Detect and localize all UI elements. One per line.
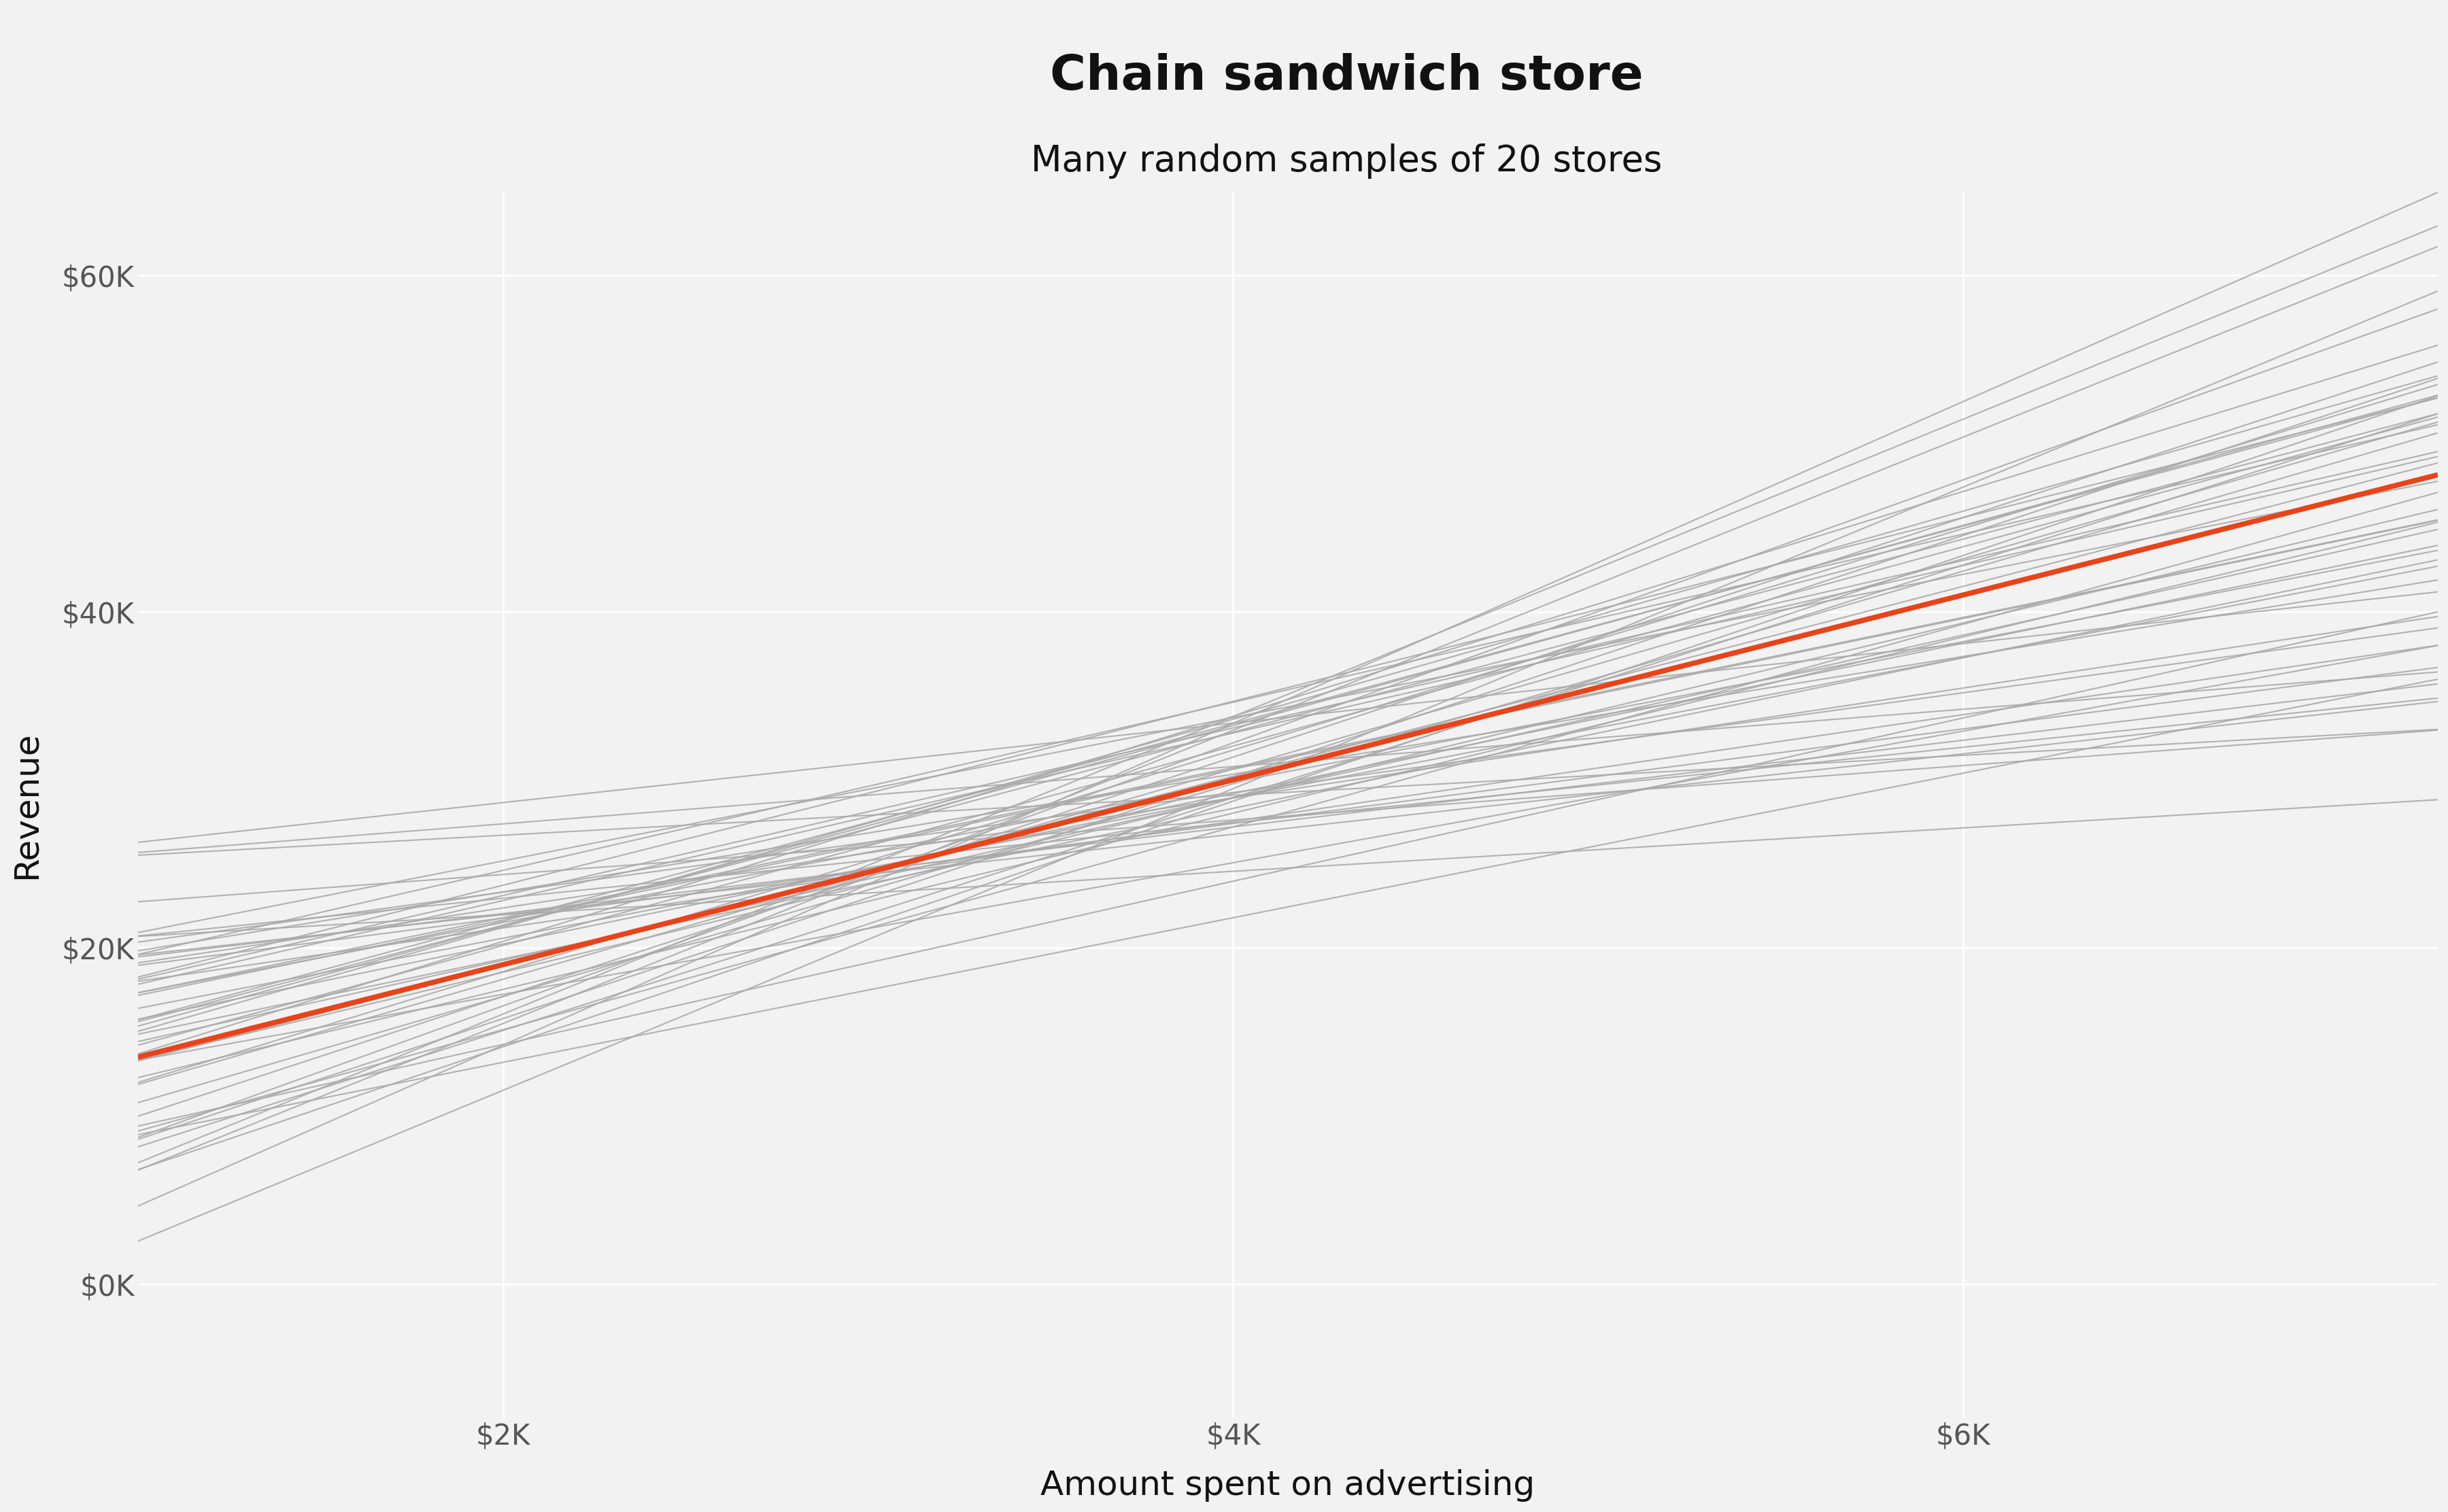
Text: Many random samples of 20 stores: Many random samples of 20 stores (1031, 144, 1662, 178)
Text: Chain sandwich store: Chain sandwich store (1050, 53, 1643, 100)
X-axis label: Amount spent on advertising: Amount spent on advertising (1040, 1470, 1535, 1501)
Y-axis label: Revenue: Revenue (10, 732, 42, 878)
